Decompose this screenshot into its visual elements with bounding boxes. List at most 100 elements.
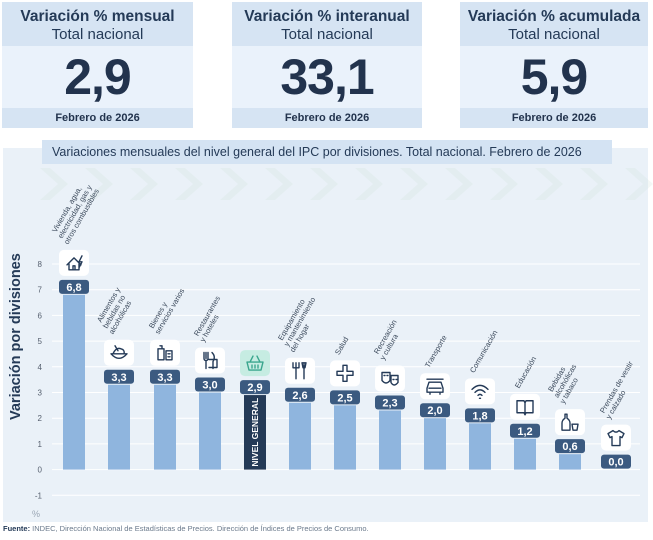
value-label-bg	[240, 380, 270, 395]
kpi-header: Variación % acumulada Total nacional	[460, 2, 648, 46]
background-arrow-pattern	[40, 168, 653, 200]
y-tick-label: 0	[38, 466, 43, 475]
kpi-card-interanual: Variación % interanual Total nacional 33…	[232, 2, 422, 128]
book-icon	[516, 400, 534, 416]
category-label: Salud	[333, 335, 350, 356]
value-label: 1,8	[472, 410, 487, 422]
category-label: Comunicación	[468, 329, 500, 375]
kpi-subtitle: Total nacional	[281, 26, 373, 43]
icon-box	[240, 350, 270, 377]
value-label-bg	[150, 369, 180, 384]
theater-masks-icon	[381, 371, 399, 386]
y-tick-label: -1	[35, 491, 43, 500]
value-label-bg	[59, 279, 89, 294]
bar-group-4: NIVEL GENERAL 2,9	[240, 350, 270, 470]
value-label: 2,5	[337, 392, 352, 404]
value-label: 1,2	[517, 426, 532, 438]
kpi-title: Variación % mensual	[20, 8, 175, 25]
category-label: Educación	[513, 355, 538, 390]
health-cross-icon	[336, 364, 354, 383]
bar	[199, 392, 221, 470]
value-label: 3,3	[157, 372, 172, 384]
y-tick-label: 2	[38, 414, 43, 423]
kpi-subtitle: Total nacional	[51, 26, 144, 43]
kpi-value: 5,9	[520, 49, 589, 105]
car-icon	[426, 378, 444, 395]
icon-box	[285, 357, 315, 384]
bottle-glass-icon	[561, 413, 579, 431]
kpi-header: Variación % mensual Total nacional	[2, 2, 193, 46]
arrow-motif	[580, 168, 608, 200]
bar-group-9: 1,8 Comunicación	[465, 329, 499, 470]
arrow-motif	[445, 168, 473, 200]
icon-box	[601, 424, 631, 451]
kpi-period: Febrero de 2026	[232, 108, 422, 128]
kpi-period: Febrero de 2026	[460, 108, 648, 128]
kpi-header: Variación % interanual Total nacional	[232, 2, 422, 46]
y-tick-label: 6	[38, 311, 43, 320]
icon-box	[59, 249, 89, 276]
bar	[514, 438, 536, 470]
kpi-value: 33,1	[280, 49, 374, 105]
tshirt-icon	[607, 429, 625, 447]
food-bowl-icon	[110, 345, 128, 359]
bar	[469, 423, 491, 470]
value-label: 2,3	[382, 397, 397, 409]
y-tick-label: 4	[38, 363, 43, 372]
arrow-motif	[130, 168, 158, 200]
value-label-bg	[420, 403, 450, 418]
bar	[559, 454, 581, 470]
value-label-bg	[555, 439, 585, 454]
value-label: 2,0	[427, 405, 442, 417]
tools-icon	[292, 362, 307, 380]
shopping-basket-icon	[246, 355, 264, 371]
icon-box	[195, 347, 225, 374]
arrow-motif	[265, 168, 293, 200]
basket-items-icon	[157, 345, 173, 361]
kpi-card-mensual: Variación % mensual Total nacional 2,9 F…	[2, 2, 193, 128]
house-bolt-icon	[66, 255, 83, 271]
value-label-bg	[510, 423, 540, 438]
value-label-bg	[465, 408, 495, 423]
value-label-bg	[285, 387, 315, 402]
arrow-motif	[535, 168, 563, 200]
icon-box	[330, 360, 360, 387]
icon-box	[104, 339, 134, 366]
value-label-bg	[601, 454, 631, 469]
arrow-motif	[355, 168, 383, 200]
value-label: 3,0	[202, 380, 217, 392]
value-label: 0,0	[608, 457, 623, 469]
y-unit-label: %	[32, 509, 40, 519]
value-label: 6,8	[66, 282, 81, 294]
kpi-title: Variación % interanual	[244, 8, 410, 25]
bar	[289, 402, 311, 470]
y-tick-label: 8	[38, 260, 43, 269]
value-label: 0,6	[562, 441, 577, 453]
bar	[424, 418, 446, 470]
arrow-motif	[490, 168, 518, 200]
arrow-motif	[85, 168, 113, 200]
source-label: Fuente:	[3, 524, 31, 533]
icon-box	[150, 339, 180, 366]
kpi-value: 2,9	[64, 49, 132, 105]
bar-inner-label: NIVEL GENERAL	[250, 398, 260, 467]
bar	[63, 294, 85, 470]
arrow-motif	[310, 168, 338, 200]
value-label-bg	[330, 390, 360, 405]
bar	[154, 384, 176, 470]
value-label-bg	[104, 369, 134, 384]
value-label-bg	[195, 377, 225, 392]
arrow-motif	[220, 168, 248, 200]
bar-group-10: 1,2 Educación	[510, 355, 540, 470]
arrow-motif	[625, 168, 653, 200]
category-label: Transporte	[423, 334, 449, 370]
icon-box	[465, 378, 495, 405]
source-note: Fuente: INDEC, Dirección Nacional de Est…	[3, 524, 369, 533]
kpi-card-acumulada: Variación % acumulada Total nacional 5,9…	[460, 2, 648, 128]
bar-group-8: 2,0 Transporte	[420, 334, 450, 470]
